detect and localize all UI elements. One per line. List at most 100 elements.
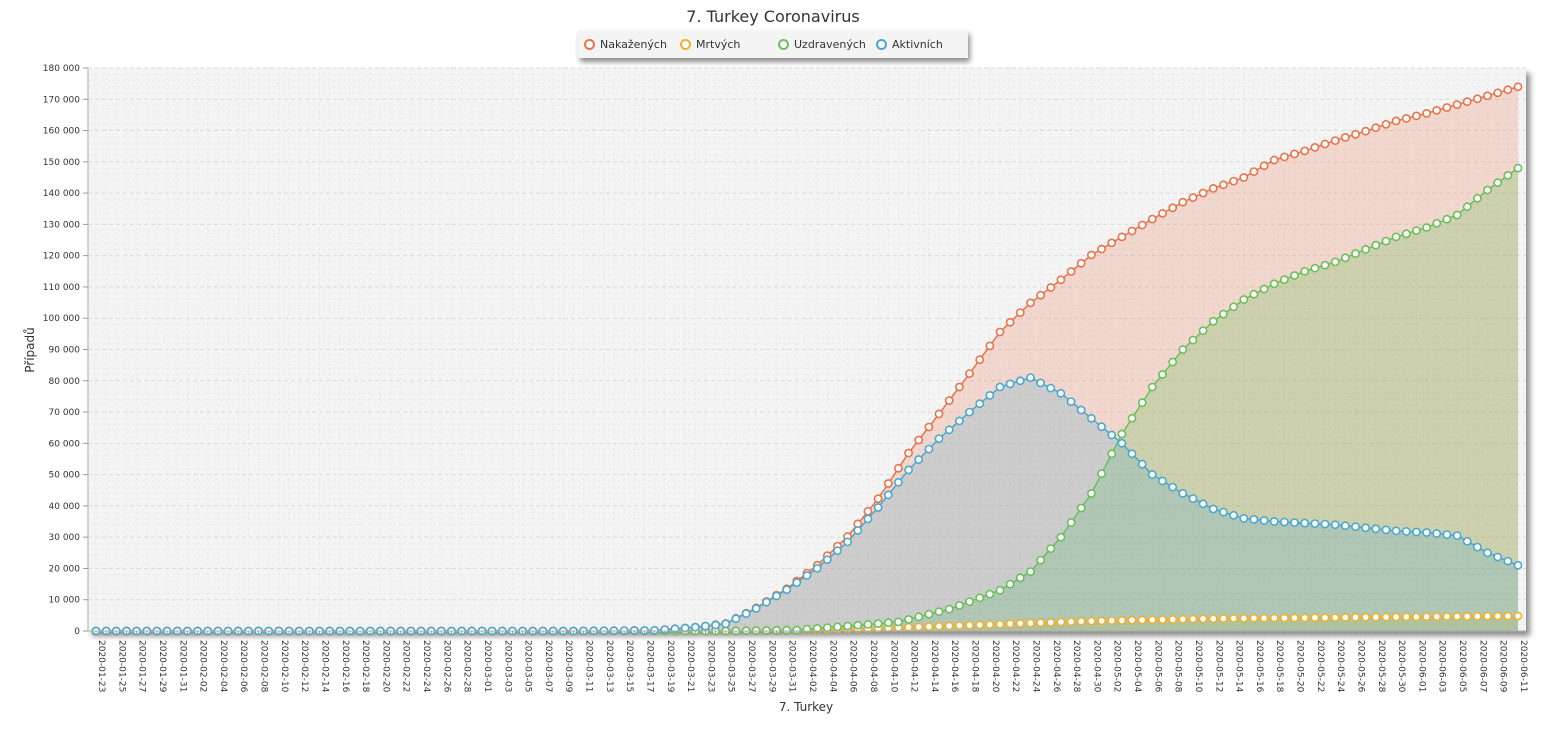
point-active[interactable] <box>985 390 995 400</box>
point-recovered[interactable] <box>1340 253 1350 263</box>
point-recovered[interactable] <box>1442 214 1452 224</box>
point-deaths[interactable] <box>1046 618 1056 627</box>
point-active[interactable] <box>751 604 761 613</box>
point-recovered[interactable] <box>1432 218 1442 228</box>
point-deaths[interactable] <box>985 620 995 629</box>
point-recovered[interactable] <box>1087 488 1096 498</box>
point-deaths[interactable] <box>1320 613 1330 622</box>
point-active[interactable] <box>883 490 893 500</box>
point-recovered[interactable] <box>1381 236 1391 246</box>
point-deaths[interactable] <box>1137 615 1147 625</box>
point-recovered[interactable] <box>1391 232 1401 242</box>
point-infected[interactable] <box>1107 238 1117 248</box>
point-infected[interactable] <box>1391 116 1401 126</box>
point-recovered[interactable] <box>873 619 883 628</box>
point-infected[interactable] <box>1087 250 1096 260</box>
point-deaths[interactable] <box>1340 613 1350 622</box>
point-active[interactable] <box>1432 529 1442 538</box>
point-recovered[interactable] <box>1462 202 1472 212</box>
point-recovered[interactable] <box>1005 579 1015 589</box>
point-deaths[interactable] <box>924 622 934 631</box>
point-deaths[interactable] <box>1381 612 1391 622</box>
point-deaths[interactable] <box>1188 614 1198 624</box>
point-infected[interactable] <box>1371 123 1381 133</box>
point-active[interactable] <box>1076 405 1086 415</box>
point-recovered[interactable] <box>1127 413 1137 423</box>
point-recovered[interactable] <box>1330 257 1340 267</box>
point-active[interactable] <box>1483 548 1492 558</box>
point-deaths[interactable] <box>965 620 974 630</box>
point-infected[interactable] <box>883 479 893 488</box>
point-recovered[interactable] <box>894 617 903 627</box>
point-infected[interactable] <box>1188 193 1198 202</box>
point-active[interactable] <box>802 571 812 580</box>
point-deaths[interactable] <box>1452 612 1462 621</box>
point-recovered[interactable] <box>1422 223 1431 232</box>
point-active[interactable] <box>1269 517 1279 526</box>
point-deaths[interactable] <box>1483 611 1492 621</box>
point-active[interactable] <box>1371 524 1381 534</box>
point-deaths[interactable] <box>1351 612 1360 622</box>
point-recovered[interactable] <box>1483 185 1492 195</box>
point-recovered[interactable] <box>1280 275 1289 284</box>
point-infected[interactable] <box>1046 283 1056 292</box>
point-deaths[interactable] <box>1249 613 1259 623</box>
point-infected[interactable] <box>975 355 985 365</box>
point-active[interactable] <box>853 526 863 535</box>
point-recovered[interactable] <box>1219 309 1228 319</box>
point-recovered[interactable] <box>1188 335 1198 345</box>
point-recovered[interactable] <box>1046 544 1056 553</box>
point-infected[interactable] <box>1422 109 1431 118</box>
point-deaths[interactable] <box>1310 613 1320 623</box>
point-infected[interactable] <box>1401 114 1411 123</box>
point-deaths[interactable] <box>1300 613 1310 623</box>
point-active[interactable] <box>1178 488 1188 498</box>
point-active[interactable] <box>1462 536 1472 546</box>
point-deaths[interactable] <box>1097 616 1106 626</box>
point-active[interactable] <box>1422 528 1431 537</box>
point-active[interactable] <box>1442 530 1452 539</box>
point-active[interactable] <box>1280 517 1289 527</box>
point-active[interactable] <box>1330 520 1340 530</box>
point-deaths[interactable] <box>1117 616 1127 625</box>
point-deaths[interactable] <box>1432 612 1442 621</box>
point-active[interactable] <box>1381 525 1391 535</box>
point-active[interactable] <box>1188 494 1198 503</box>
point-deaths[interactable] <box>975 620 985 630</box>
point-active[interactable] <box>1208 504 1218 514</box>
point-recovered[interactable] <box>1097 469 1106 478</box>
point-deaths[interactable] <box>1219 614 1228 623</box>
point-infected[interactable] <box>1198 188 1208 198</box>
point-recovered[interactable] <box>1452 210 1462 220</box>
point-infected[interactable] <box>1178 197 1188 207</box>
point-recovered[interactable] <box>955 601 964 610</box>
point-infected[interactable] <box>904 448 913 458</box>
point-infected[interactable] <box>1493 88 1503 98</box>
point-deaths[interactable] <box>1229 614 1238 623</box>
point-deaths[interactable] <box>1412 612 1421 622</box>
point-recovered[interactable] <box>883 618 893 628</box>
point-infected[interactable] <box>1442 103 1452 112</box>
point-infected[interactable] <box>1513 82 1523 92</box>
point-active[interactable] <box>1036 378 1045 388</box>
point-infected[interactable] <box>1483 91 1492 101</box>
point-deaths[interactable] <box>1036 618 1045 628</box>
point-deaths[interactable] <box>914 622 924 632</box>
point-active[interactable] <box>914 455 924 464</box>
point-recovered[interactable] <box>1249 289 1259 299</box>
point-active[interactable] <box>1290 518 1299 527</box>
point-deaths[interactable] <box>1147 615 1157 625</box>
point-infected[interactable] <box>1280 152 1289 162</box>
point-deaths[interactable] <box>1158 615 1167 624</box>
point-active[interactable] <box>1046 383 1056 393</box>
point-recovered[interactable] <box>1513 163 1523 173</box>
point-recovered[interactable] <box>1076 503 1086 513</box>
point-active[interactable] <box>1493 552 1503 562</box>
point-active[interactable] <box>1117 438 1127 448</box>
point-infected[interactable] <box>944 396 954 405</box>
point-infected[interactable] <box>1290 149 1299 159</box>
point-deaths[interactable] <box>1198 614 1208 624</box>
point-active[interactable] <box>1015 376 1025 386</box>
point-deaths[interactable] <box>1168 615 1178 624</box>
point-recovered[interactable] <box>853 620 863 630</box>
